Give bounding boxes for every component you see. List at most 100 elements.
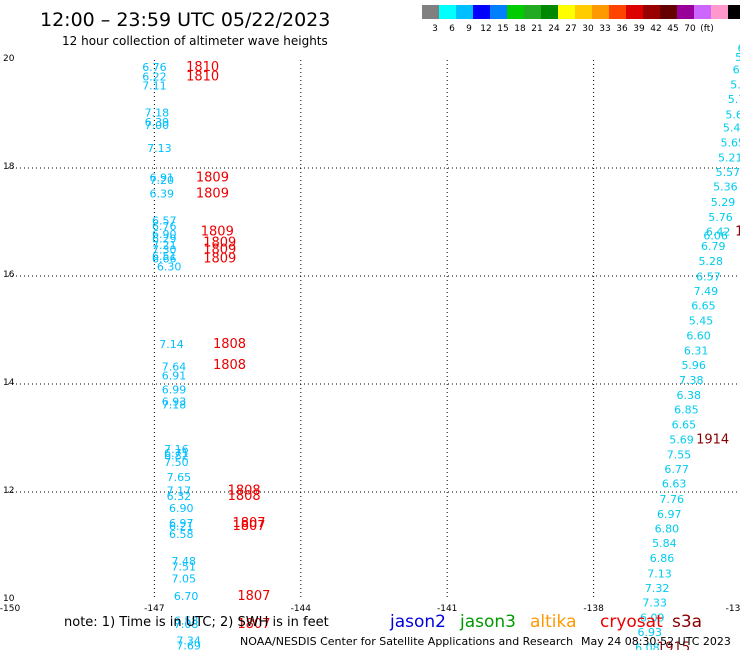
wave-height-label: 6.71 — [164, 447, 189, 460]
legend-swatch — [575, 5, 592, 19]
wave-height-label: 7.17 — [167, 485, 192, 498]
legend-swatch — [660, 5, 677, 19]
wave-height-label: 6.58 — [169, 528, 194, 541]
source-credit: NOAA/NESDIS Center for Satellite Applica… — [240, 635, 573, 648]
legend-label: 70 — [684, 24, 696, 34]
wave-height-label: 5.45 — [723, 121, 740, 134]
wave-height-label: 5.96 — [681, 359, 706, 372]
wave-height-label: 5.21 — [718, 152, 740, 165]
wave-height-label: 7.18 — [145, 107, 170, 120]
wave-height-label: 6.08 — [635, 641, 660, 650]
footnote: note: 1) Time is in UTC; 2) SWH is in fe… — [64, 615, 329, 630]
satellite-name: s3a — [672, 612, 702, 632]
wave-height-label: 7.14 — [159, 338, 184, 351]
pass-time-label: 1809 — [203, 235, 236, 250]
pass-time-label: 1809 — [203, 242, 236, 257]
wave-height-label: 6.39 — [150, 188, 175, 201]
legend-swatch — [711, 5, 728, 19]
legend-label: 42 — [650, 24, 661, 34]
wave-height-label: 7.13 — [147, 142, 172, 155]
wave-height-label: 6.91 — [162, 370, 187, 383]
pass-time-label: 1807 — [237, 617, 270, 632]
pass-time-label: 1809 — [201, 225, 234, 240]
wave-height-label: 7.38 — [679, 374, 704, 387]
color-legend: 3 6 9 12 15 18 21 24 27 30 33 36 39 42 45 70 (ft) — [422, 5, 740, 34]
wave-height-label: 7.13 — [647, 567, 672, 580]
legend-swatch — [507, 5, 524, 19]
wave-height-label: 6.21 — [169, 520, 194, 533]
wave-height-label: 5.28 — [699, 255, 724, 268]
legend-swatch — [490, 5, 507, 19]
wave-height-label: 7.65 — [167, 471, 192, 484]
wave-height-label: 6.42 — [706, 226, 731, 239]
wave-height-label: 6.79 — [701, 240, 726, 253]
wave-height-label: 6.90 — [152, 228, 177, 241]
wave-height-label: 6.30 — [157, 261, 182, 274]
wave-height-label: 6.93 — [638, 626, 663, 639]
legend-label: 21 — [531, 24, 542, 34]
generated-timestamp: May 24 08:30:52 UTC 2023 — [581, 635, 731, 648]
y-tick-label: 16 — [3, 270, 15, 280]
wave-height-label: 6. — [733, 64, 740, 77]
wave-height-label: 6.29 — [152, 233, 177, 246]
pass-time-label: 1810 — [186, 70, 219, 85]
legend-swatch — [422, 5, 439, 19]
wave-height-label: 7.00 — [145, 119, 170, 132]
x-tick-label: -150 — [0, 604, 20, 614]
legend-swatch — [592, 5, 609, 19]
y-tick-label: 20 — [3, 54, 15, 64]
legend-label: 24 — [548, 24, 560, 34]
wave-height-label: 5.29 — [711, 196, 736, 209]
wave-height-label: 7.64 — [162, 361, 187, 374]
pass-time-label: 1809 — [203, 252, 236, 267]
wave-height-label: 5.65 — [720, 136, 740, 149]
y-tick-label: 14 — [3, 378, 15, 388]
wave-height-label: 6. — [738, 42, 740, 55]
pass-time-label: 1809 — [196, 171, 229, 186]
wave-height-label: 6.80 — [655, 523, 680, 536]
wave-height-label: 6.38 — [677, 389, 702, 402]
satellite-name: cryosat — [600, 612, 663, 632]
satellite-name: altika — [530, 612, 577, 632]
wave-height-label: 7.11 — [142, 80, 167, 93]
wave-height-label: 6.82 — [164, 450, 189, 463]
legend-label: 45 — [667, 24, 678, 34]
wave-height-label: 6.65 — [672, 418, 697, 431]
satellite-name: jason3 — [459, 612, 516, 632]
wave-height-label: 7.16 — [164, 443, 189, 456]
wave-height-label: 6.22 — [142, 71, 167, 84]
legend-label: (ft) — [700, 24, 714, 34]
legend-swatch — [439, 5, 456, 19]
wave-height-label: 7.48 — [171, 555, 196, 568]
x-tick-label: -13 — [726, 604, 740, 614]
wave-height-label: 5. — [735, 51, 740, 64]
wave-height-label: 5.76 — [708, 211, 733, 224]
wave-height-label: 6.76 — [152, 220, 177, 233]
x-tick-label: -141 — [437, 604, 457, 614]
wave-height-label: 7.69 — [176, 640, 201, 650]
legend-label: 6 — [449, 24, 455, 34]
pass-time-label: 1808 — [213, 337, 246, 352]
wave-height-label: 6.93 — [162, 396, 187, 409]
pass-time-label: 1809 — [196, 187, 229, 202]
wave-height-label: 6.66 — [152, 253, 177, 266]
wave-height-label: 5.84 — [652, 537, 677, 550]
legend-swatch — [456, 5, 473, 19]
wave-height-label: 7.76 — [659, 493, 684, 506]
wave-height-label: 6.91 — [150, 172, 175, 185]
wave-height-label: 6.51 — [152, 250, 177, 263]
wave-height-label: 7.05 — [171, 573, 196, 586]
wave-height-label: 5.69 — [669, 433, 694, 446]
pass-time-label: 1810 — [186, 60, 219, 75]
grid-lines — [8, 60, 740, 600]
pass-time-label: 1808 — [228, 484, 261, 499]
wave-height-label: 7.21 — [152, 239, 177, 252]
wave-height-label: 7.50 — [164, 456, 189, 469]
pass-time-label: 1914 — [696, 432, 729, 447]
wave-height-label: 7.51 — [171, 560, 196, 573]
wave-height-label: 7.55 — [667, 449, 692, 462]
wave-height-label: 5.7 — [728, 93, 740, 106]
legend-label: 30 — [582, 24, 594, 34]
legend-swatch — [609, 5, 626, 19]
pass-time-label: 1915 — [657, 640, 690, 650]
